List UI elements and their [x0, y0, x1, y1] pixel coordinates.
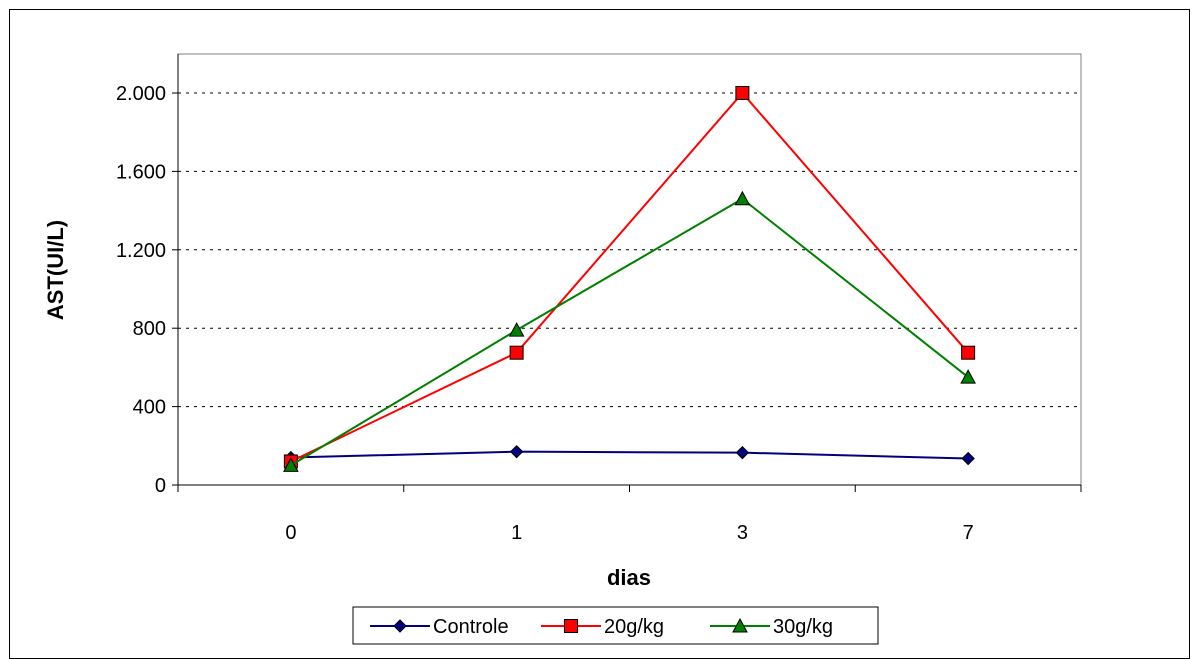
x-tick-label: 3	[737, 522, 748, 544]
gridlines	[178, 92, 1081, 408]
data-point	[961, 451, 975, 466]
x-tick-label: 7	[963, 522, 974, 544]
series-0	[284, 444, 975, 466]
legend: Controle 20g/kg 30g/kg	[352, 606, 879, 645]
y-tick-label: 800	[133, 318, 166, 340]
legend-label: 30g/kg	[773, 616, 833, 638]
series-group	[283, 86, 976, 472]
legend-entry: 20g/kg	[541, 616, 664, 638]
tick-labels: 0 400 800 1.200 1.600 2.000 0 1 3 7	[116, 83, 974, 544]
series-line	[290, 91, 969, 463]
y-tick-label: 0	[155, 475, 166, 497]
series-line	[290, 450, 969, 460]
data-point	[734, 190, 751, 206]
data-point	[508, 322, 525, 337]
x-axis-title: dias	[607, 565, 651, 590]
legend-label: Controle	[433, 616, 509, 638]
legend-marker	[732, 617, 748, 633]
series-1	[283, 86, 976, 469]
data-point	[283, 457, 299, 472]
legend-entry: 30g/kg	[710, 616, 833, 638]
data-point	[509, 345, 524, 360]
axes	[172, 54, 1082, 492]
data-point	[961, 345, 976, 360]
legend-marker	[393, 619, 407, 633]
y-tick-label: 1.600	[116, 161, 166, 183]
legend-box	[352, 606, 879, 645]
y-axis-title: AST(UI/L)	[43, 220, 68, 320]
y-tick-label: 1.200	[116, 240, 166, 262]
x-tick-label: 0	[285, 522, 296, 544]
legend-label: 20g/kg	[604, 616, 664, 638]
data-point	[509, 444, 524, 459]
y-tick-label: 400	[133, 397, 166, 419]
legend-entry: Controle	[370, 616, 509, 638]
legend-marker	[564, 619, 578, 633]
y-tick-label: 2.000	[116, 83, 166, 105]
data-point	[735, 86, 750, 100]
chart-frame	[9, 9, 1190, 659]
series-2	[283, 190, 976, 472]
plot-area	[177, 53, 1082, 486]
x-tick-label: 1	[511, 522, 522, 544]
series-line	[290, 197, 969, 467]
data-point	[735, 445, 750, 460]
data-point	[960, 369, 976, 384]
